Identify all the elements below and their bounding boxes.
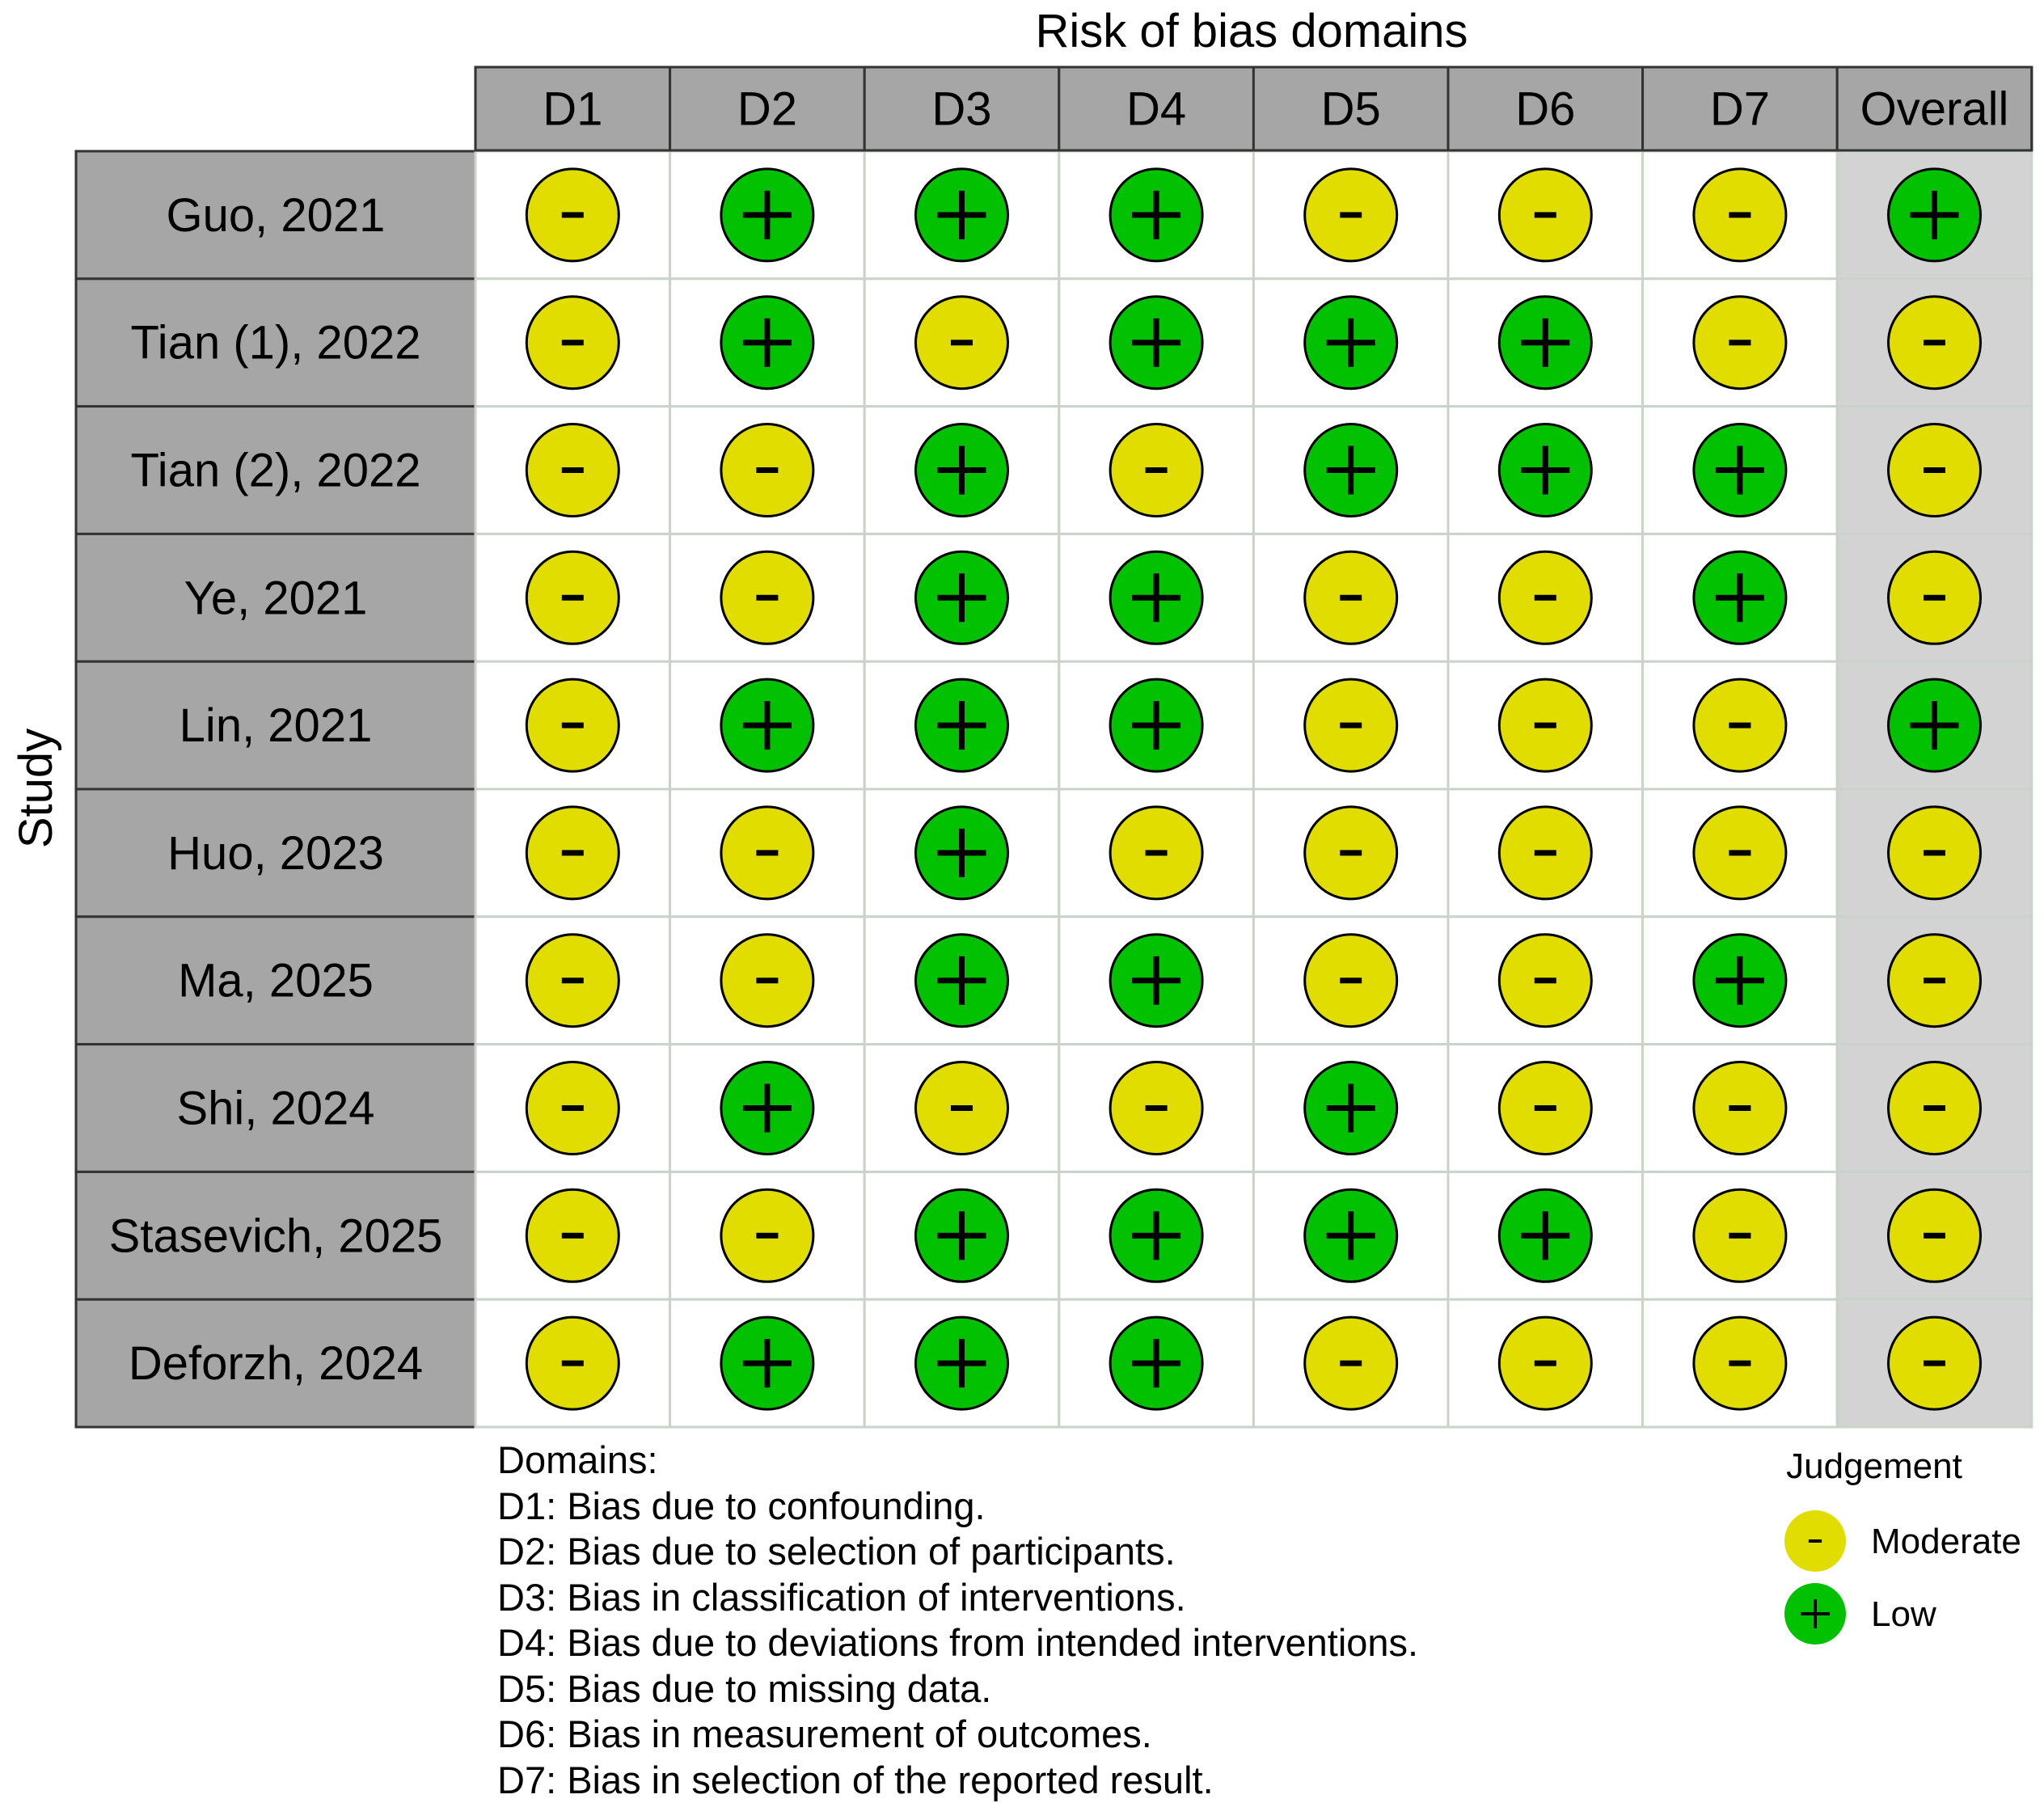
y-axis-label: Study — [10, 728, 62, 848]
domain-header-label: D2 — [737, 83, 797, 136]
legend-label: Low — [1871, 1594, 1936, 1634]
domain-definition: D7: Bias in selection of the reported re… — [497, 1758, 1214, 1801]
chart-title: Risk of bias domains — [1035, 5, 1468, 57]
study-label: Tian (1), 2022 — [131, 317, 421, 369]
study-label-cell — [74, 915, 477, 1046]
domain-header-label: D5 — [1321, 83, 1381, 136]
study-label-cell — [74, 1298, 477, 1429]
domain-definition: D5: Bias due to missing data. — [497, 1666, 992, 1710]
study-label: Deforzh, 2024 — [129, 1337, 423, 1390]
header-border — [474, 65, 2033, 152]
study-label-cell — [74, 660, 477, 791]
study-label: Guo, 2021 — [167, 189, 386, 242]
domain-header-cell — [1058, 65, 1255, 152]
legend-title: Judgement — [1786, 1446, 1962, 1486]
domains-key: Domains: D1: Bias due to confounding. D2… — [497, 1438, 1418, 1803]
domain-definition: D3: Bias in classification of interventi… — [497, 1575, 1186, 1619]
study-label: Ma, 2025 — [178, 955, 374, 1007]
domain-definition: D4: Bias due to deviations from intended… — [497, 1621, 1419, 1664]
domain-definition: D1: Bias due to confounding. — [497, 1484, 986, 1527]
study-label-cell — [74, 532, 477, 663]
study-label: Stasevich, 2025 — [109, 1210, 443, 1262]
domain-header-label: D1 — [543, 83, 602, 136]
study-label: Huo, 2023 — [167, 827, 384, 880]
domain-header-label: D4 — [1126, 83, 1186, 136]
study-label-cell — [74, 1170, 477, 1301]
domain-header-cell — [1835, 65, 2033, 152]
study-label: Tian (2), 2022 — [131, 445, 421, 497]
domain-definition: D6: Bias in measurement of outcomes. — [497, 1712, 1152, 1755]
legend-label: Moderate — [1871, 1522, 2021, 1561]
domain-header-label: D6 — [1515, 83, 1575, 136]
study-label-cell — [74, 405, 477, 535]
legend: Judgement Moderate Low — [1784, 1446, 2021, 1645]
study-label: Shi, 2024 — [176, 1083, 374, 1135]
study-label-cell — [74, 1043, 477, 1173]
study-label: Lin, 2021 — [179, 699, 373, 752]
domain-header-label: D3 — [931, 83, 991, 136]
domain-header-cell — [1641, 65, 1839, 152]
domains-heading: Domains: — [497, 1438, 658, 1481]
domain-header-label: Overall — [1860, 83, 2009, 136]
grid-layer: D1 D2 D3 D4 D5 D6 D7 Overall Guo, 2021 Tian (1), … — [74, 65, 2033, 1429]
domain-header-label: D7 — [1710, 83, 1770, 136]
domain-definition: D2: Bias due to selection of participant… — [497, 1530, 1176, 1573]
study-label: Ye, 2021 — [184, 572, 368, 624]
